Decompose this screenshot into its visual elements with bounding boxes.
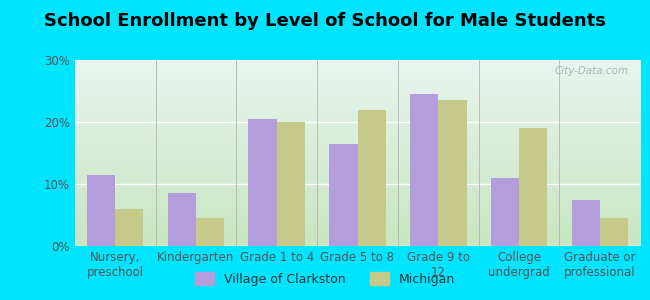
Bar — [196, 218, 224, 246]
Bar — [358, 110, 385, 246]
Bar — [248, 119, 277, 246]
Bar — [330, 144, 358, 246]
Legend: Village of Clarkston, Michigan: Village of Clarkston, Michigan — [190, 267, 460, 291]
Bar — [115, 209, 144, 246]
Bar — [87, 175, 115, 246]
Text: School Enrollment by Level of School for Male Students: School Enrollment by Level of School for… — [44, 12, 606, 30]
Bar — [600, 218, 628, 246]
Bar — [438, 100, 467, 246]
Bar — [277, 122, 305, 246]
Bar — [571, 200, 600, 246]
Bar — [168, 193, 196, 246]
Bar — [410, 94, 438, 246]
Bar — [519, 128, 547, 246]
Text: City-Data.com: City-Data.com — [555, 66, 629, 76]
Bar — [491, 178, 519, 246]
